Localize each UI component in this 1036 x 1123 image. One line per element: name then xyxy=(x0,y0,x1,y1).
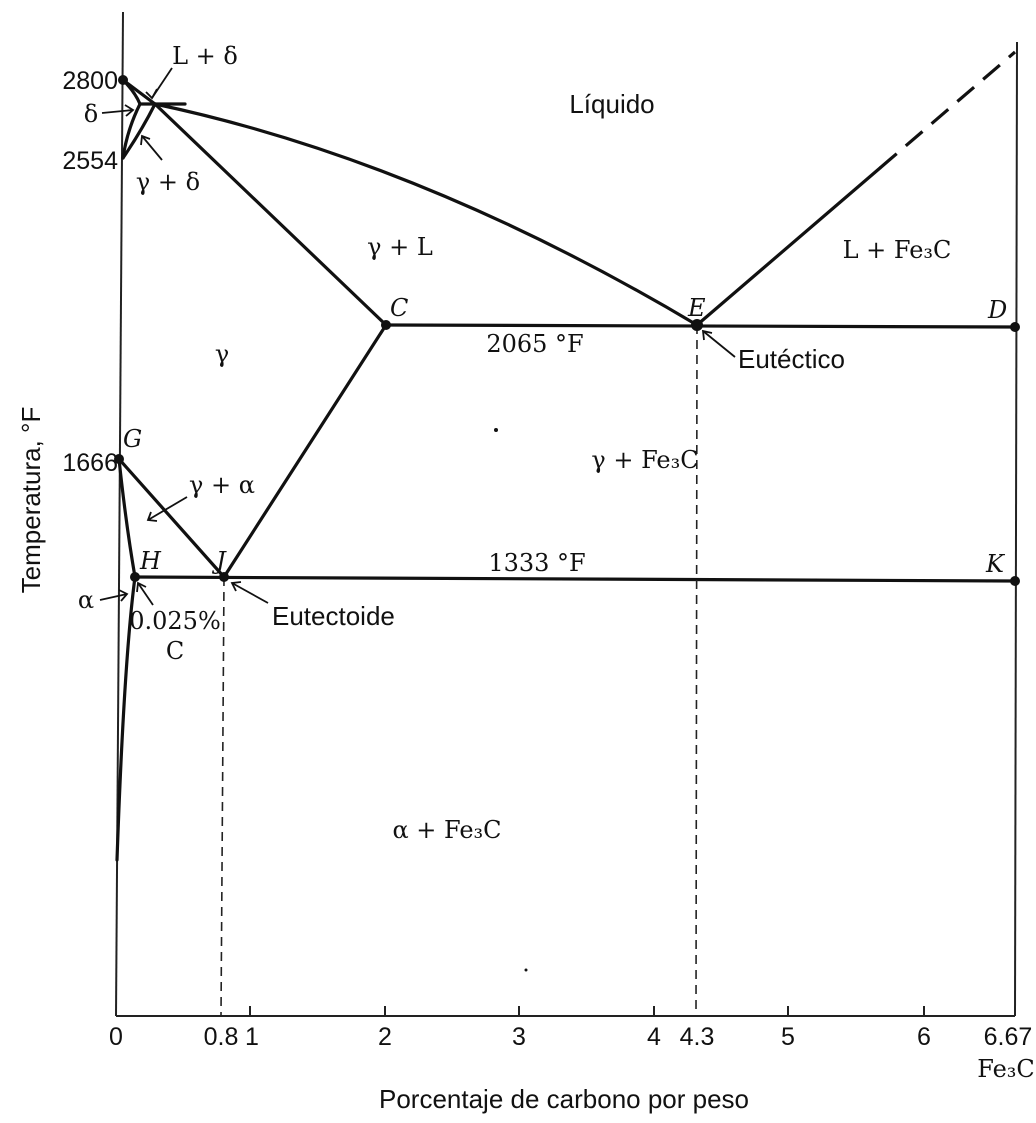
region-alpha: α xyxy=(78,586,94,614)
region-L-delta: L + δ xyxy=(172,42,238,70)
point-C-label: C xyxy=(390,294,408,322)
y-tick-2554: 2554 xyxy=(62,147,118,175)
x-tick-6: 6 xyxy=(917,1023,931,1051)
point-H-dot xyxy=(130,572,140,582)
region-gamma-Fe3C: γ + Fe₃C xyxy=(591,446,698,474)
x-tick-3: 3 xyxy=(512,1023,526,1051)
a3-line xyxy=(117,457,226,579)
point-G-label: G xyxy=(123,425,142,453)
y-tick-1666: 1666 xyxy=(62,449,118,477)
x-tick-0: 0 xyxy=(109,1023,123,1051)
delta-solvus-curve xyxy=(121,102,142,160)
carbon-percent-label: 0.025% xyxy=(129,607,221,635)
region-liquid: Líquido xyxy=(569,89,654,119)
x-tick-4.3: 4.3 xyxy=(680,1023,715,1051)
x-tick-marks xyxy=(249,1006,925,1016)
point-D-dot xyxy=(1010,322,1020,332)
ferrite-boundary-line xyxy=(117,457,137,579)
liquidus-austenite-curve xyxy=(153,102,699,327)
carbon-symbol-label: C xyxy=(166,637,184,665)
eutectoid-dashed-line xyxy=(220,576,225,1017)
point-D-label: D xyxy=(987,296,1007,324)
delta-gamma-curve xyxy=(121,102,157,160)
region-delta: δ xyxy=(84,100,98,128)
liquidus-cementite-line xyxy=(695,166,882,327)
eutectic-temp-label: 2065 °F xyxy=(486,330,583,358)
liquidus-cementite-dashed xyxy=(878,50,1017,170)
point-G-dot xyxy=(114,454,124,464)
region-alpha-Fe3C: α + Fe₃C xyxy=(392,816,501,844)
x-tick-2: 2 xyxy=(378,1023,392,1051)
x-axis-label: Porcentaje de carbono por peso xyxy=(379,1084,749,1114)
x-tick-6.67: 6.67 xyxy=(984,1023,1033,1051)
x-tick-0.8: 0.8 xyxy=(204,1023,239,1051)
eutectic-dashed-line xyxy=(695,324,698,1017)
x-tick-1: 1 xyxy=(245,1023,259,1051)
region-L-Fe3C: L + Fe₃C xyxy=(843,236,952,264)
point-K-dot xyxy=(1010,576,1020,586)
eutectic-label: Eutéctico xyxy=(738,344,845,374)
point-K-label: K xyxy=(985,550,1006,578)
point-C-dot xyxy=(381,320,391,330)
point-J-dot xyxy=(219,572,229,582)
y-tick-2800: 2800 xyxy=(62,67,118,95)
y-axis-label: Temperatura, °F xyxy=(16,407,46,594)
region-gamma-alpha: γ + α xyxy=(189,471,255,499)
right-axis xyxy=(1014,41,1018,1017)
region-gamma: γ xyxy=(215,340,229,368)
x-tick-4: 4 xyxy=(647,1023,661,1051)
x-tick-fe3c: Fe₃C xyxy=(977,1055,1035,1083)
x-tick-5: 5 xyxy=(781,1023,795,1051)
speck-2 xyxy=(524,968,528,972)
region-gamma-L: γ + L xyxy=(367,233,433,261)
acm-line xyxy=(222,323,388,579)
speck-1 xyxy=(494,428,498,432)
solidus-austenite-line xyxy=(153,102,388,327)
region-gamma-delta: γ + δ xyxy=(136,168,200,196)
point-2800-dot xyxy=(118,75,128,85)
arrows xyxy=(99,67,736,606)
point-E-dot xyxy=(691,319,703,331)
point-E-label: E xyxy=(687,294,706,322)
ferrite-solvus-curve xyxy=(115,575,137,862)
eutectoid-label: Eutectoide xyxy=(272,601,395,631)
point-J-label: J xyxy=(211,547,227,575)
eutectoid-line xyxy=(133,575,1017,583)
eutectoid-temp-label: 1333 °F xyxy=(488,549,585,577)
point-H-label: H xyxy=(139,547,162,575)
